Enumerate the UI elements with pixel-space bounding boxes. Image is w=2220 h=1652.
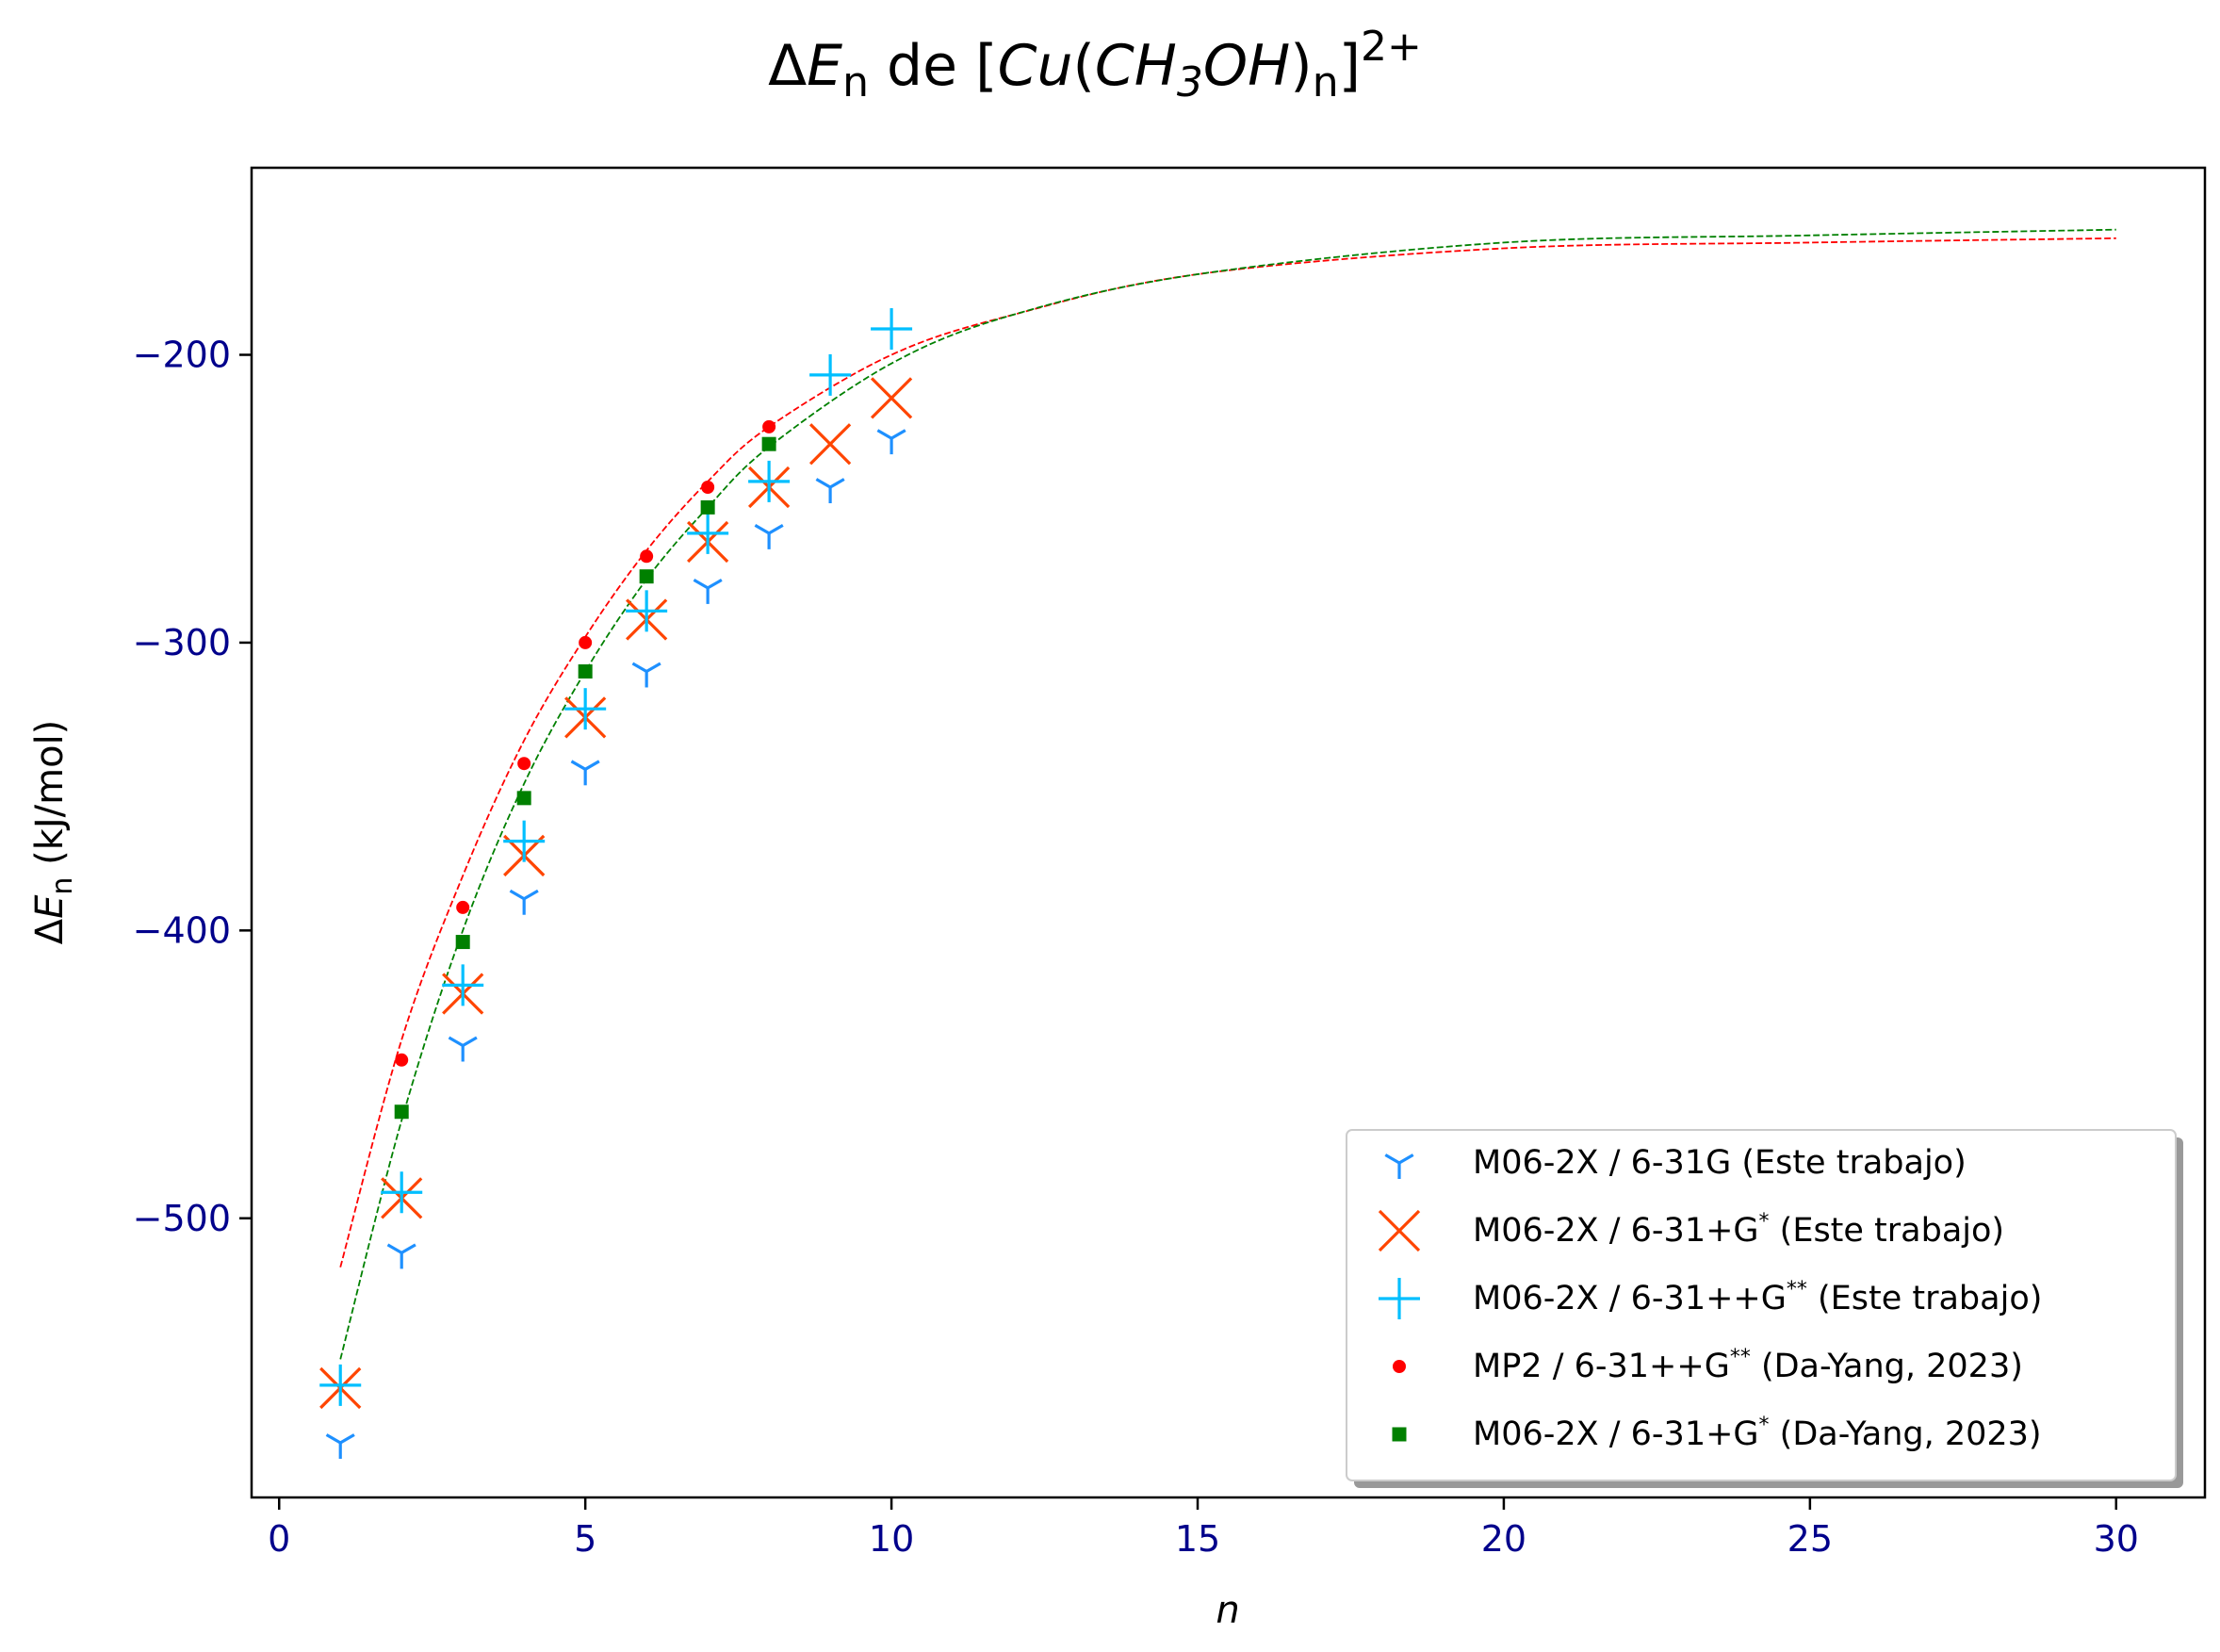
series-3-point	[871, 308, 913, 351]
chart-title: ΔEn de [Cu(CH3OH)n]2+	[768, 23, 1422, 106]
series-3-point	[626, 590, 668, 632]
series-1-point	[570, 760, 600, 786]
legend: M06-2X / 6-31G (Este trabajo) M06-2X / 6…	[1346, 1129, 2183, 1488]
legend-label-m062x-631plusgstar-dayang: M06-2X / 6-31+G* (Da-Yang, 2023)	[1473, 1414, 2042, 1453]
series-3-point	[381, 1171, 423, 1214]
legend-label-mp2-631plusplusgstarstar: MP2 / 6-31++G** (Da-Yang, 2023)	[1473, 1346, 2023, 1385]
series-1-point	[448, 1036, 478, 1062]
series-4-point	[701, 481, 715, 495]
fit-curve-2	[339, 228, 2116, 1360]
series-5-point	[516, 791, 531, 806]
series-1-point	[815, 478, 845, 504]
y-axis-label: ΔEn (kJ/mol)	[28, 720, 79, 945]
legend-label-m062x-631plusgstar: M06-2X / 6-31+G* (Este trabajo)	[1473, 1210, 2004, 1250]
series-3-point	[748, 460, 791, 502]
legend-box	[1346, 1129, 2177, 1481]
series-4-point	[762, 419, 776, 433]
series-5-point	[700, 499, 715, 515]
series-1-point	[509, 889, 539, 915]
series-1-point	[876, 429, 906, 455]
fit-curve-1	[339, 237, 2116, 1268]
x-tick-label: 0	[268, 1518, 290, 1560]
y-tick-label: −500	[133, 1198, 231, 1239]
legend-label-m062x-631plusplusgstarstar: M06-2X / 6-31++G** (Este trabajo)	[1473, 1278, 2042, 1317]
legend-label-m062x-631g: M06-2X / 6-31G (Este trabajo)	[1473, 1144, 1967, 1182]
y-tick-label: −400	[133, 909, 231, 951]
x-tick-label: 20	[1481, 1518, 1526, 1560]
series-5-point	[639, 569, 654, 584]
y-ticks: −200 −300 −400 −500	[133, 335, 252, 1239]
series-1-point	[631, 662, 661, 688]
series-2-point	[870, 377, 913, 419]
series-4-point	[456, 900, 470, 914]
x-tick-label: 25	[1787, 1518, 1833, 1560]
series-4-point	[579, 635, 593, 649]
series-1-point	[754, 523, 784, 549]
y-tick-label: −200	[133, 335, 231, 376]
series-3-point	[809, 353, 852, 396]
series-1-point	[386, 1243, 416, 1269]
series-3-point	[503, 820, 546, 862]
legend-marker-3	[1379, 1278, 1420, 1319]
series-4-point	[640, 549, 654, 564]
x-ticks: 0 5 10 15 20 25 30	[268, 1497, 2139, 1560]
series-5-point	[578, 663, 593, 679]
series-2-point	[808, 423, 852, 466]
series-3-point	[687, 512, 729, 554]
series-3-point	[564, 688, 607, 730]
legend-marker-5	[1392, 1427, 1407, 1442]
series-1-point	[693, 579, 723, 604]
y-tick-label: −300	[133, 622, 231, 663]
x-axis-label: n	[1216, 1589, 1239, 1632]
fit-curves	[339, 228, 2116, 1360]
data-markers	[319, 308, 913, 1459]
legend-marker-4	[1393, 1360, 1406, 1373]
x-tick-label: 30	[2094, 1518, 2139, 1560]
legend-marker-1	[1384, 1153, 1414, 1179]
series-3-point	[319, 1364, 362, 1406]
plot-frame	[250, 166, 2207, 1499]
series-5-point	[761, 436, 776, 451]
series-4-point	[395, 1053, 409, 1067]
series-5-point	[455, 935, 470, 950]
legend-marker-2	[1378, 1209, 1421, 1252]
x-tick-label: 5	[574, 1518, 596, 1560]
series-5-point	[394, 1104, 409, 1120]
series-3-point	[442, 964, 484, 1006]
series-1-point	[325, 1433, 355, 1459]
series-4-point	[517, 757, 531, 771]
x-tick-label: 10	[869, 1518, 914, 1560]
legend-markers	[1378, 1153, 1421, 1442]
x-tick-label: 15	[1175, 1518, 1220, 1560]
